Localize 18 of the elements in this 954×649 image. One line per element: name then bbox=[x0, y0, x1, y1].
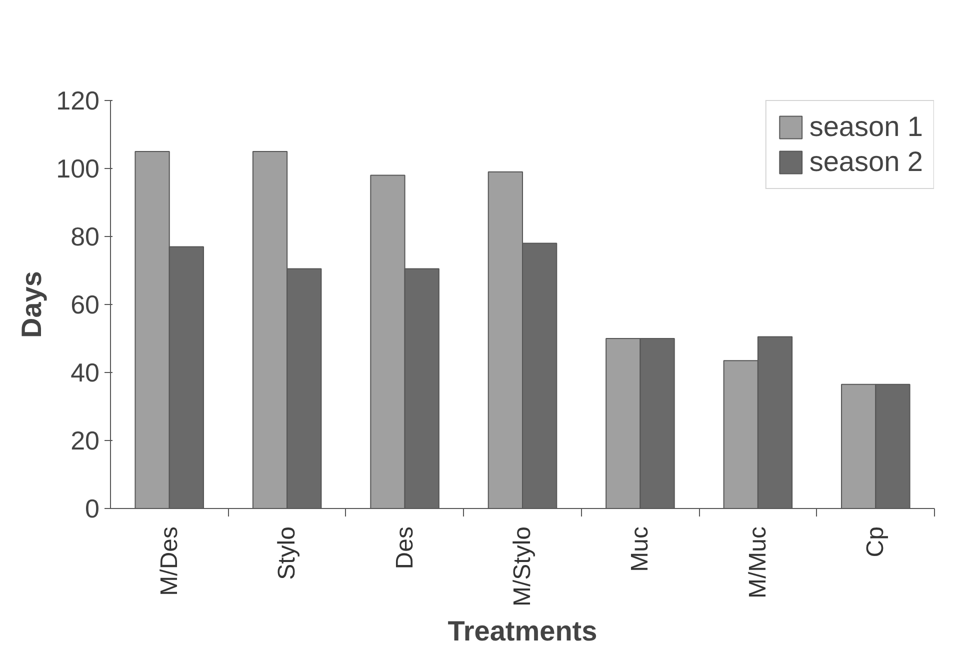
x-tick-label: M/Muc bbox=[744, 526, 772, 598]
y-axis-title: Days bbox=[16, 271, 48, 338]
y-tick-label: 100 bbox=[56, 154, 100, 184]
y-tick-label: 120 bbox=[56, 86, 100, 116]
x-tick-label: M/Stylo bbox=[509, 526, 536, 607]
x-tick-label: Muc bbox=[626, 526, 654, 572]
x-tick-label: Cp bbox=[862, 526, 890, 558]
legend-label: season 1 bbox=[809, 111, 923, 143]
y-tick-label: 40 bbox=[70, 358, 100, 388]
x-tick-label: Stylo bbox=[274, 526, 301, 580]
y-tick-label: 20 bbox=[70, 426, 100, 456]
y-tick-label: 80 bbox=[70, 222, 100, 252]
y-tick-label: 0 bbox=[85, 494, 100, 524]
x-tick-label: Des bbox=[391, 526, 418, 570]
x-tick-label: M/Des bbox=[156, 526, 183, 596]
y-tick-label: 60 bbox=[70, 290, 100, 320]
legend-label: season 2 bbox=[809, 146, 923, 178]
x-axis-title: Treatments bbox=[448, 616, 598, 647]
